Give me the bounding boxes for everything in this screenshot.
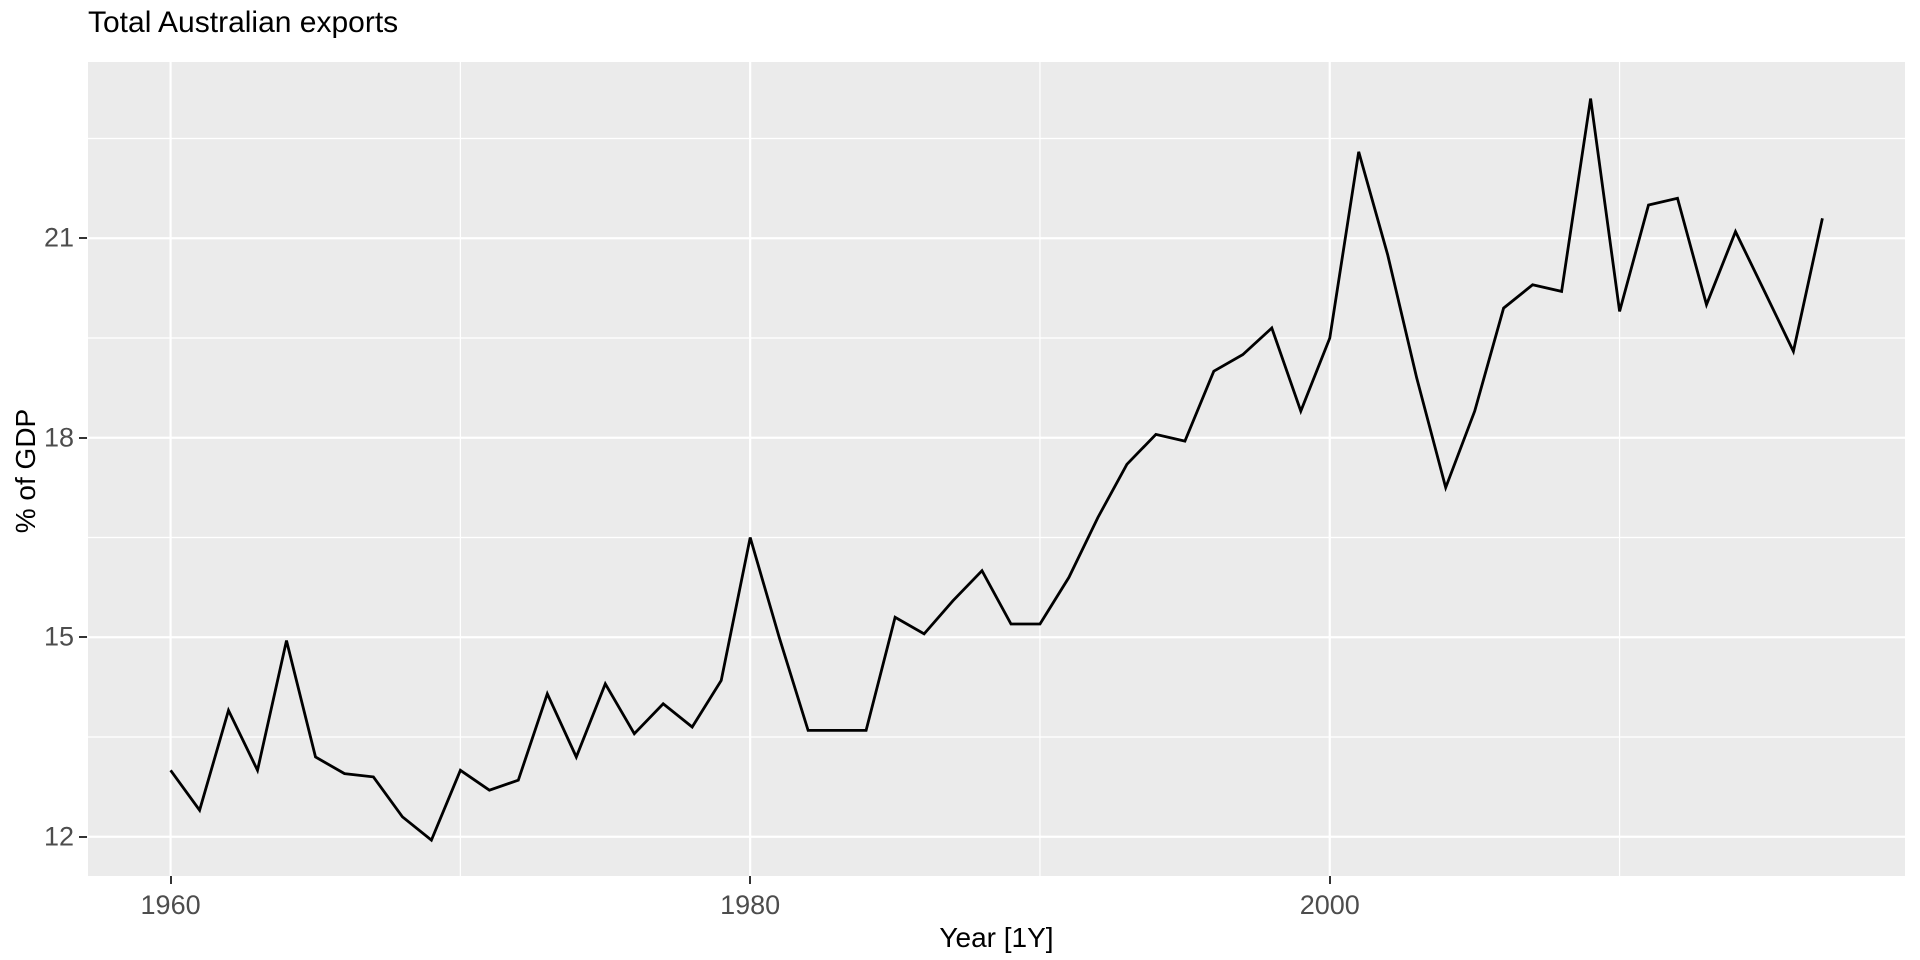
x-tick-label: 1960 <box>140 890 201 920</box>
y-axis-title: % of GDP <box>10 408 41 534</box>
y-tick-mark <box>79 237 87 240</box>
y-tick-label: 18 <box>43 422 74 453</box>
y-tick-mark <box>79 835 87 838</box>
x-tick-label: 1980 <box>720 890 781 920</box>
x-tick-mark <box>169 876 172 884</box>
y-tick-mark <box>79 436 87 439</box>
x-tick-label: 2000 <box>1299 890 1360 920</box>
y-tick-label: 21 <box>43 222 74 253</box>
x-tick-mark <box>1328 876 1331 884</box>
y-tick-label: 15 <box>43 621 74 652</box>
y-tick-label: 12 <box>43 821 74 852</box>
line-chart-svg <box>88 62 1905 876</box>
y-tick-mark <box>79 636 87 639</box>
x-tick-mark <box>749 876 752 884</box>
chart-title: Total Australian exports <box>88 6 399 39</box>
x-axis-title: Year [1Y] <box>939 922 1054 953</box>
plot-panel <box>88 62 1905 876</box>
exports-data-line <box>169 98 1824 843</box>
